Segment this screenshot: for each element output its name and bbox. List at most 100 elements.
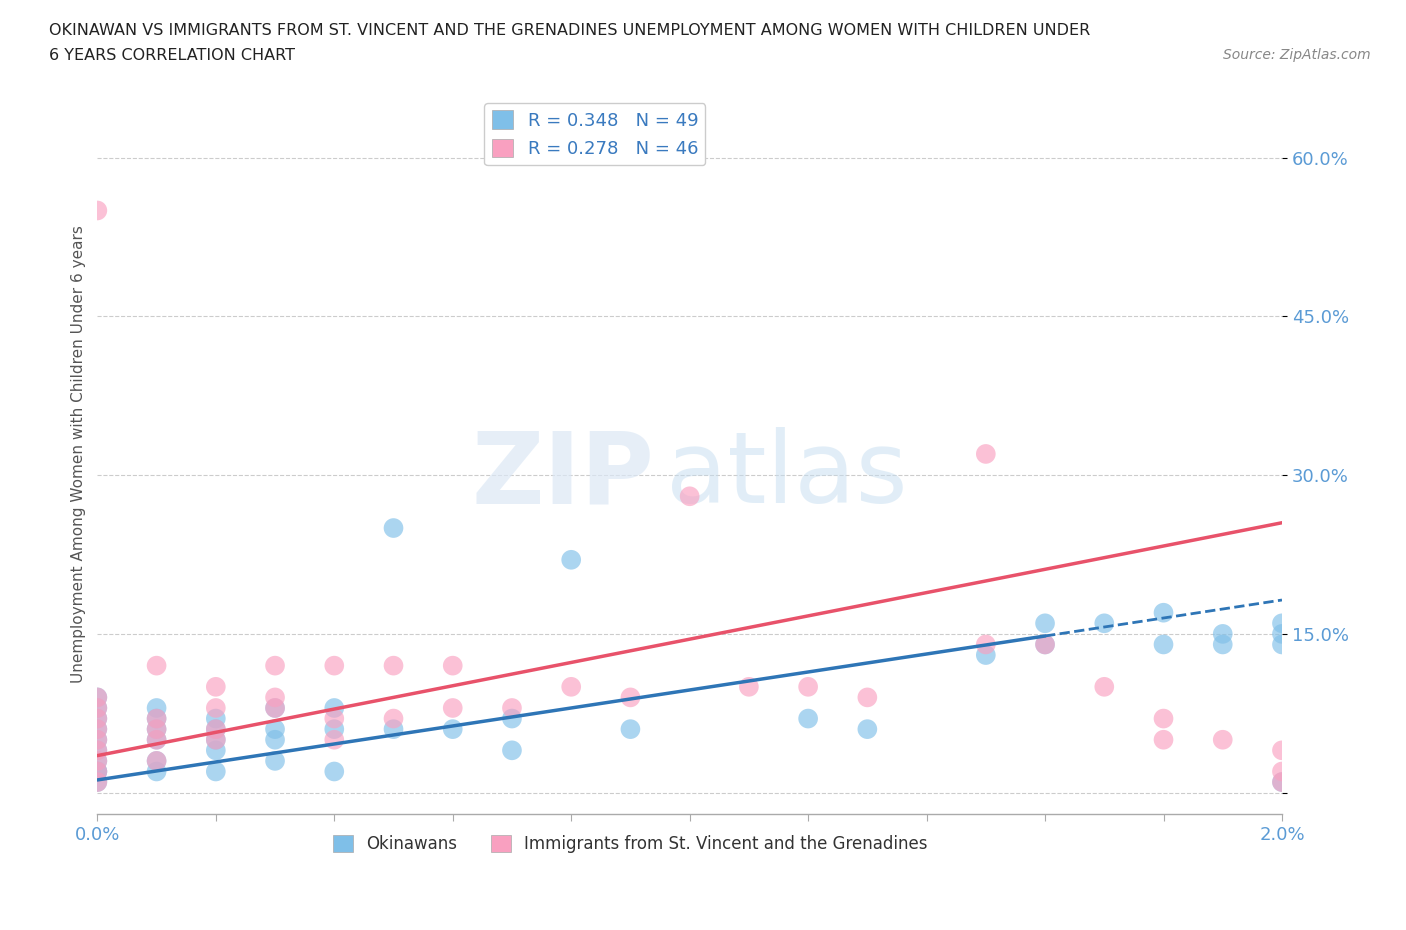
Point bbox=[738, 680, 761, 695]
Point bbox=[86, 775, 108, 790]
Point bbox=[1271, 627, 1294, 642]
Point bbox=[86, 732, 108, 747]
Point bbox=[86, 764, 108, 779]
Point bbox=[145, 700, 167, 715]
Point bbox=[204, 700, 226, 715]
Point bbox=[1212, 627, 1234, 642]
Point bbox=[441, 722, 464, 737]
Point bbox=[1271, 775, 1294, 790]
Point bbox=[501, 743, 523, 758]
Point bbox=[1271, 616, 1294, 631]
Point bbox=[323, 764, 346, 779]
Point bbox=[382, 722, 405, 737]
Point bbox=[145, 732, 167, 747]
Point bbox=[382, 711, 405, 726]
Point bbox=[86, 753, 108, 768]
Point bbox=[204, 711, 226, 726]
Point bbox=[619, 722, 641, 737]
Point bbox=[204, 732, 226, 747]
Text: OKINAWAN VS IMMIGRANTS FROM ST. VINCENT AND THE GRENADINES UNEMPLOYMENT AMONG WO: OKINAWAN VS IMMIGRANTS FROM ST. VINCENT … bbox=[49, 23, 1091, 38]
Point bbox=[145, 722, 167, 737]
Point bbox=[1153, 605, 1175, 620]
Point bbox=[145, 753, 167, 768]
Point bbox=[264, 690, 287, 705]
Point bbox=[264, 658, 287, 673]
Point bbox=[86, 764, 108, 779]
Point bbox=[86, 722, 108, 737]
Point bbox=[974, 647, 997, 662]
Text: ZIP: ZIP bbox=[471, 427, 654, 524]
Point bbox=[145, 764, 167, 779]
Point bbox=[86, 732, 108, 747]
Point bbox=[145, 711, 167, 726]
Point bbox=[145, 722, 167, 737]
Point bbox=[204, 722, 226, 737]
Point bbox=[974, 446, 997, 461]
Point bbox=[86, 743, 108, 758]
Point bbox=[797, 680, 820, 695]
Point bbox=[1153, 732, 1175, 747]
Y-axis label: Unemployment Among Women with Children Under 6 years: Unemployment Among Women with Children U… bbox=[72, 225, 86, 683]
Point bbox=[974, 637, 997, 652]
Point bbox=[560, 552, 582, 567]
Text: atlas: atlas bbox=[666, 427, 908, 524]
Point bbox=[204, 743, 226, 758]
Point bbox=[323, 732, 346, 747]
Point bbox=[86, 743, 108, 758]
Point bbox=[204, 680, 226, 695]
Point bbox=[264, 700, 287, 715]
Point bbox=[264, 753, 287, 768]
Point bbox=[1271, 637, 1294, 652]
Point bbox=[501, 711, 523, 726]
Point bbox=[1033, 637, 1056, 652]
Point bbox=[86, 690, 108, 705]
Point bbox=[204, 764, 226, 779]
Point bbox=[501, 700, 523, 715]
Point bbox=[1271, 743, 1294, 758]
Point bbox=[145, 732, 167, 747]
Point bbox=[86, 775, 108, 790]
Point bbox=[856, 690, 879, 705]
Point bbox=[204, 732, 226, 747]
Point bbox=[145, 753, 167, 768]
Point bbox=[1033, 616, 1056, 631]
Point bbox=[86, 700, 108, 715]
Point bbox=[1153, 711, 1175, 726]
Point bbox=[323, 700, 346, 715]
Point bbox=[560, 680, 582, 695]
Point bbox=[1271, 764, 1294, 779]
Point bbox=[86, 753, 108, 768]
Point bbox=[382, 658, 405, 673]
Point bbox=[264, 700, 287, 715]
Point bbox=[1212, 732, 1234, 747]
Point bbox=[1092, 616, 1115, 631]
Point bbox=[86, 203, 108, 218]
Point bbox=[86, 690, 108, 705]
Point bbox=[86, 711, 108, 726]
Point bbox=[1153, 637, 1175, 652]
Point bbox=[1033, 637, 1056, 652]
Legend: Okinawans, Immigrants from St. Vincent and the Grenadines: Okinawans, Immigrants from St. Vincent a… bbox=[326, 828, 935, 859]
Point bbox=[264, 722, 287, 737]
Point bbox=[86, 722, 108, 737]
Point bbox=[619, 690, 641, 705]
Point bbox=[1212, 637, 1234, 652]
Point bbox=[679, 489, 702, 504]
Point bbox=[145, 711, 167, 726]
Point bbox=[86, 711, 108, 726]
Point bbox=[204, 722, 226, 737]
Point bbox=[441, 658, 464, 673]
Point bbox=[797, 711, 820, 726]
Point bbox=[382, 521, 405, 536]
Point bbox=[1092, 680, 1115, 695]
Point bbox=[264, 732, 287, 747]
Point bbox=[323, 658, 346, 673]
Point bbox=[323, 711, 346, 726]
Point bbox=[86, 764, 108, 779]
Point bbox=[1271, 775, 1294, 790]
Text: Source: ZipAtlas.com: Source: ZipAtlas.com bbox=[1223, 48, 1371, 62]
Point bbox=[441, 700, 464, 715]
Text: 6 YEARS CORRELATION CHART: 6 YEARS CORRELATION CHART bbox=[49, 48, 295, 63]
Point bbox=[86, 700, 108, 715]
Point bbox=[145, 658, 167, 673]
